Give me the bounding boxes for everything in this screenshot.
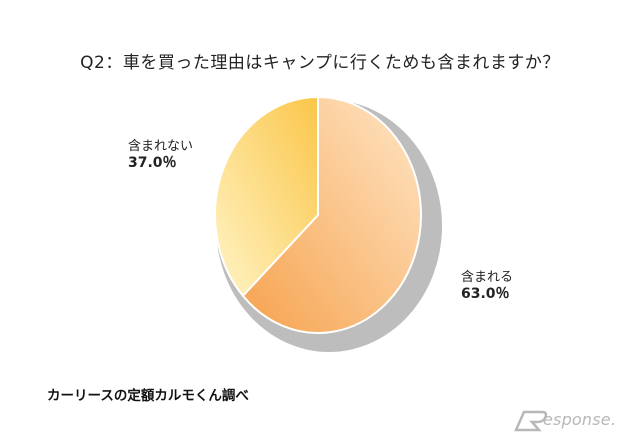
label-included-name: 含まれる [461, 270, 514, 285]
label-not-included: 含まれない 37.0％ [128, 138, 193, 172]
label-included: 含まれる 63.0％ [461, 269, 513, 303]
label-not-included-value: 37.0％ [128, 155, 177, 171]
pie-slice-included [241, 95, 422, 334]
source-note: カーリースの定額カルモくん調べ [47, 388, 249, 404]
chart-title: Q2：車を買った理由はキャンプに行くためも含まれますか？ [80, 53, 560, 73]
label-not-included-name: 含まれない [128, 139, 194, 154]
response-logo-icon [514, 410, 548, 432]
label-included-value: 63.0％ [461, 286, 510, 302]
watermark-text: esponse. [543, 410, 617, 429]
pie-slice-not-included [214, 95, 319, 298]
